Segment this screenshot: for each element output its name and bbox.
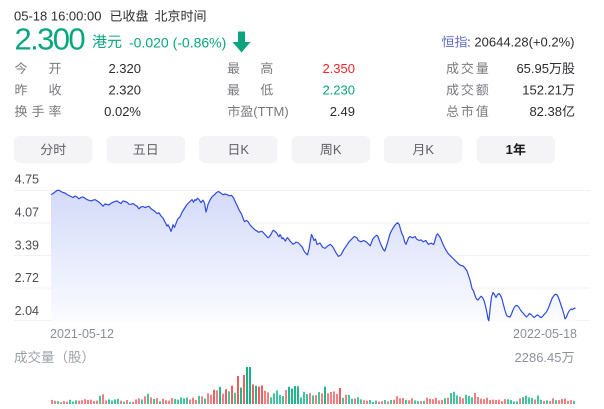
svg-text:2.230: 2.230	[322, 83, 355, 98]
svg-text:: 20644.28(+0.2%): : 20644.28(+0.2%)	[467, 35, 574, 50]
svg-text:4.75: 4.75	[15, 172, 39, 186]
svg-text:82.38: 82.38	[529, 104, 562, 119]
svg-text:2022-05-18: 2022-05-18	[513, 327, 577, 341]
svg-text:K: K	[425, 142, 434, 157]
svg-text:2.49: 2.49	[330, 104, 355, 119]
svg-text:0.02%: 0.02%	[104, 104, 141, 119]
svg-text:2.320: 2.320	[108, 83, 141, 98]
svg-text:2286.45: 2286.45	[515, 350, 562, 365]
svg-text:05-18 16:00:00: 05-18 16:00:00	[14, 9, 101, 24]
svg-text:1: 1	[506, 142, 513, 157]
svg-text:2.04: 2.04	[15, 304, 39, 318]
svg-text:2.320: 2.320	[108, 61, 141, 76]
svg-text:2.72: 2.72	[15, 271, 39, 285]
svg-text:2.300: 2.300	[15, 22, 86, 57]
svg-text:3.39: 3.39	[15, 238, 39, 252]
svg-text:4.07: 4.07	[15, 205, 39, 219]
svg-text:152.21: 152.21	[522, 83, 562, 98]
svg-text:-0.020 (-0.86%): -0.020 (-0.86%)	[129, 35, 226, 51]
svg-text:(TTM): (TTM)	[253, 104, 288, 119]
svg-text:2021-05-12: 2021-05-12	[50, 327, 114, 341]
svg-text:2.350: 2.350	[322, 61, 355, 76]
svg-text:K: K	[240, 142, 249, 157]
svg-text:65.95: 65.95	[516, 61, 549, 76]
svg-text:K: K	[333, 142, 342, 157]
